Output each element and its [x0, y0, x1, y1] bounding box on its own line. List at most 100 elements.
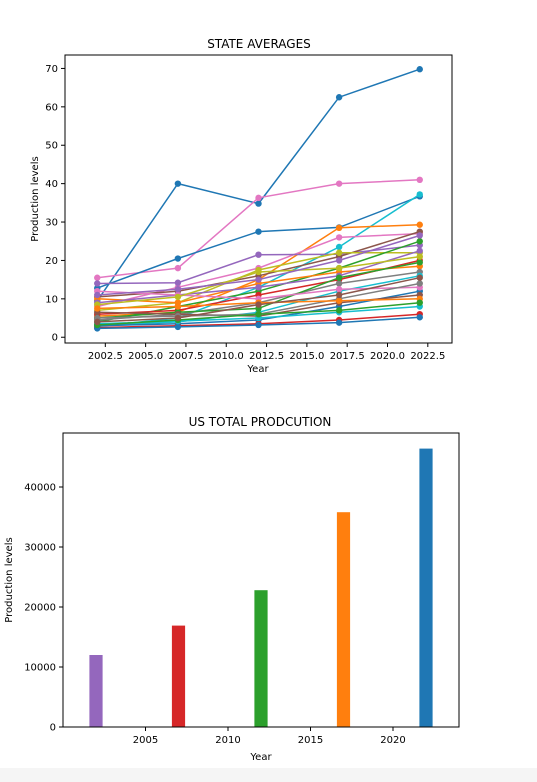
- x-tick-label: 2020.0: [370, 351, 405, 362]
- data-point: [174, 323, 182, 331]
- data-point: [174, 180, 182, 187]
- data-point: [255, 200, 262, 207]
- data-point: [174, 255, 182, 262]
- data-point: [335, 264, 343, 272]
- data-point: [255, 194, 262, 202]
- y-tick-label: 20: [45, 256, 58, 267]
- y-tick-label: 0: [52, 333, 58, 344]
- data-point: [174, 264, 182, 272]
- data-point: [174, 293, 182, 301]
- data-point: [255, 276, 262, 283]
- data-point: [255, 301, 262, 308]
- bottom-strip: [0, 768, 537, 782]
- x-tick-label: 2012.5: [249, 351, 284, 362]
- data-point: [335, 180, 343, 187]
- x-tick-label: 2015: [298, 735, 323, 746]
- y-axis-label: Production levels: [4, 537, 15, 622]
- data-point: [255, 251, 262, 258]
- data-point: [335, 94, 343, 101]
- chart-title: STATE AVERAGES: [207, 37, 311, 51]
- y-tick-label: 30000: [24, 543, 56, 554]
- data-point: [335, 319, 343, 326]
- x-tick-label: 2005.0: [128, 351, 163, 362]
- data-point: [335, 291, 343, 299]
- y-tick-label: 40: [45, 179, 58, 190]
- data-point: [255, 311, 262, 318]
- x-tick-label: 2002.5: [88, 351, 123, 362]
- data-point: [335, 307, 343, 314]
- data-point: [416, 238, 423, 245]
- data-point: [416, 274, 423, 281]
- line-series-group: [94, 66, 423, 332]
- data-point: [174, 314, 182, 322]
- data-point: [94, 318, 101, 326]
- data-point: [416, 314, 423, 321]
- data-point: [335, 249, 343, 256]
- bar-group: [89, 448, 433, 727]
- x-axis-label: Year: [249, 752, 272, 763]
- data-point: [94, 280, 101, 287]
- data-point: [255, 284, 262, 291]
- data-point: [416, 191, 423, 198]
- x-axis: 2002.5 2005.0 2007.5 2010.0 2012.5 2015.0 2017…: [88, 343, 445, 362]
- data-point: [255, 321, 262, 329]
- data-point: [416, 259, 423, 266]
- y-tick-label: 50: [45, 141, 58, 152]
- plot-frame: [62, 432, 460, 728]
- x-tick-label: 2020: [380, 735, 405, 746]
- y-tick-label: 20000: [24, 603, 56, 614]
- x-axis: 2005 2010 2015 2020: [133, 727, 406, 746]
- y-tick-label: 10000: [24, 663, 56, 674]
- data-point: [416, 299, 423, 306]
- y-axis: 0 10000 20000 30000 40000: [24, 483, 63, 734]
- y-tick-label: 10: [45, 294, 58, 305]
- x-tick-label: 2010: [215, 735, 240, 746]
- data-point: [416, 280, 423, 287]
- data-point: [335, 224, 343, 231]
- data-point: [174, 279, 182, 286]
- chart-title: US TOTAL PRODCUTION: [189, 415, 332, 429]
- plot-frame: [64, 54, 453, 344]
- x-tick-label: 2022.5: [410, 351, 445, 362]
- bar-chart: US TOTAL PRODCUTION 2005 2010 2015 2020 0 10…: [4, 415, 460, 763]
- x-tick-label: 2007.5: [168, 351, 203, 362]
- bar: [419, 448, 433, 727]
- data-point: [416, 247, 423, 255]
- y-axis: 0 10 20 30 40 50 60 70: [45, 64, 65, 344]
- data-point: [335, 274, 343, 281]
- x-axis-label: Year: [246, 364, 269, 375]
- data-point: [416, 66, 423, 73]
- bar: [171, 625, 186, 727]
- data-point: [94, 305, 101, 312]
- data-point: [94, 274, 101, 281]
- bar: [89, 655, 103, 727]
- data-point: [335, 234, 343, 241]
- y-tick-label: 0: [50, 723, 56, 734]
- data-point: [174, 286, 182, 293]
- y-tick-label: 30: [45, 218, 58, 229]
- y-tick-label: 40000: [24, 483, 56, 494]
- data-point: [335, 257, 343, 264]
- y-tick-label: 60: [45, 102, 58, 113]
- data-point: [174, 303, 182, 310]
- line-chart: STATE AVERAGES 2002.5 2005.0 2007.5 2010.0 2…: [30, 37, 453, 375]
- y-tick-label: 70: [45, 64, 58, 75]
- data-point: [94, 291, 101, 299]
- data-point: [255, 228, 262, 235]
- data-point: [416, 232, 423, 239]
- data-point: [335, 280, 343, 287]
- data-point: [335, 297, 343, 304]
- data-point: [416, 221, 423, 228]
- x-tick-label: 2010.0: [209, 351, 244, 362]
- bar: [254, 590, 268, 727]
- x-tick-label: 2005: [133, 735, 158, 746]
- bar: [336, 512, 351, 727]
- data-point: [255, 268, 262, 276]
- y-axis-label: Production levels: [30, 156, 41, 241]
- data-point: [416, 176, 423, 183]
- data-point: [335, 286, 343, 293]
- data-point: [335, 243, 343, 251]
- x-tick-label: 2015.0: [289, 351, 324, 362]
- data-point: [416, 253, 423, 260]
